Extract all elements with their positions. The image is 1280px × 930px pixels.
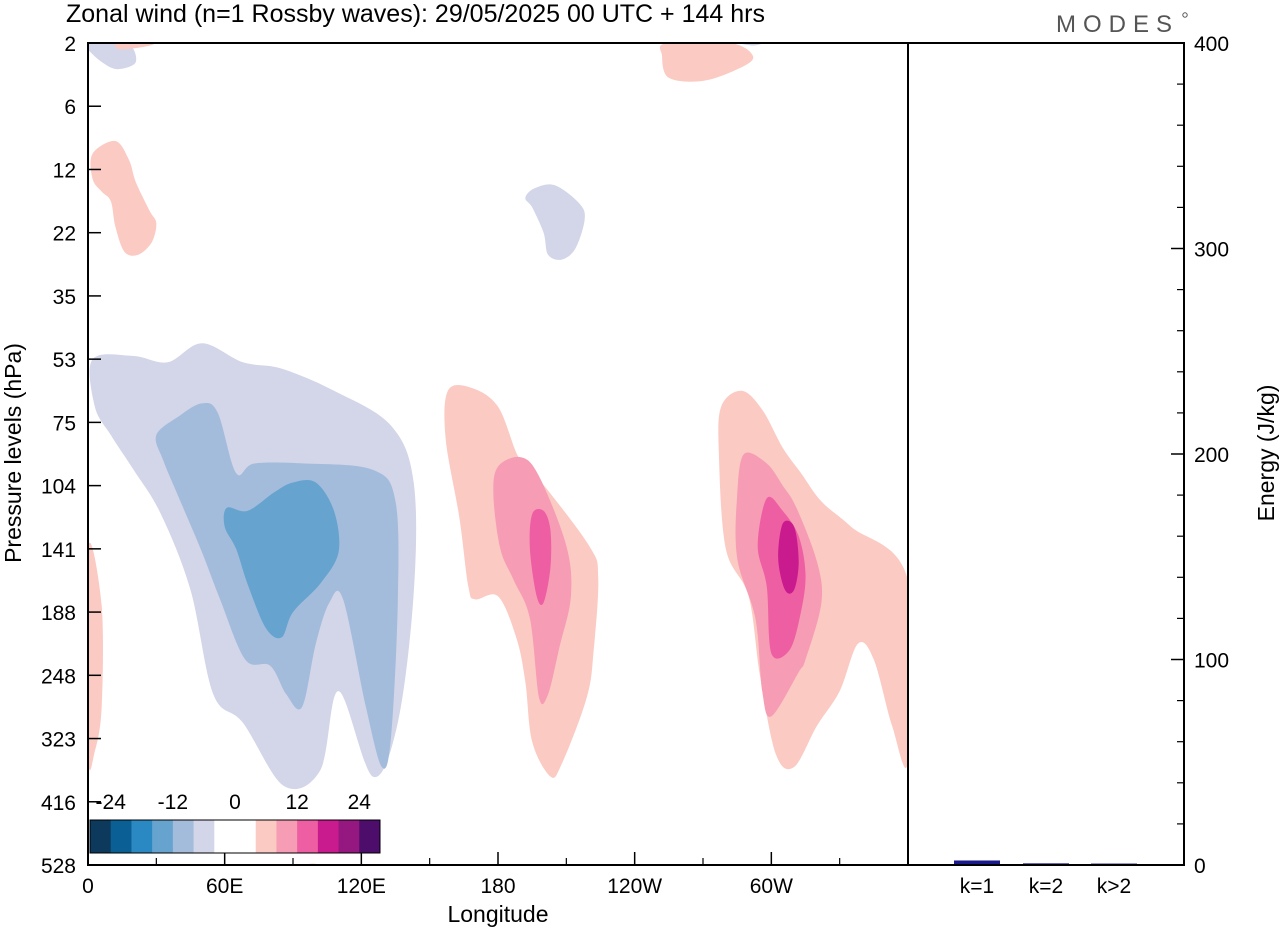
y-tick-label-141: 141 xyxy=(41,539,76,562)
y-tick-label-323: 323 xyxy=(41,729,76,752)
y-tick-label-35: 35 xyxy=(53,286,76,309)
x-tick-label-60E: 60E xyxy=(206,875,243,898)
energy-tick-label-100: 100 xyxy=(1194,650,1229,673)
colorbar-swatch-4 xyxy=(172,820,195,853)
colorbar-swatch-1 xyxy=(110,820,132,853)
colorbar-label-12: 12 xyxy=(285,791,308,814)
colorbar-swatch-3 xyxy=(152,820,174,853)
colorbar-swatch-11 xyxy=(317,820,340,853)
y-tick-label-53: 53 xyxy=(53,349,76,372)
colorbar-label-24: 24 xyxy=(348,791,372,814)
colorbar-frame xyxy=(89,819,381,854)
energy-category-k>2: k>2 xyxy=(1097,875,1131,898)
longitude-axis: 0 60E 120E 180 120W 60W xyxy=(82,852,841,898)
energy-category-k=1: k=1 xyxy=(960,875,994,898)
energy-tick-label-0: 0 xyxy=(1194,855,1206,878)
colorbar-swatch-12 xyxy=(338,820,360,853)
energy-tick-label-200: 200 xyxy=(1194,444,1229,467)
y-tick-label-104: 104 xyxy=(41,476,76,499)
y-tick-label-2: 2 xyxy=(64,33,76,56)
energy-bar-k=1 xyxy=(954,860,1000,865)
colorbar-swatch-6 xyxy=(214,820,236,853)
y-tick-label-75: 75 xyxy=(53,412,76,435)
energy-tick-label-400: 400 xyxy=(1194,33,1229,56)
y-tick-label-528: 528 xyxy=(41,855,76,878)
contour-region-neg-5 xyxy=(525,184,585,260)
y-tick-label-6: 6 xyxy=(64,96,76,119)
y-tick-label-188: 188 xyxy=(41,602,76,625)
colorbar-swatch-7 xyxy=(235,820,257,853)
contour-layer xyxy=(88,43,908,865)
y-tick-label-248: 248 xyxy=(41,665,76,688)
contour-region-neg-8 xyxy=(223,479,340,639)
contour-region-pos-15 xyxy=(778,520,799,594)
contour-region-pos-4 xyxy=(90,140,157,256)
colorbar-swatch-9 xyxy=(276,820,298,853)
contour-region-pos-16 xyxy=(88,542,103,771)
energy-tick-label-300: 300 xyxy=(1194,239,1229,262)
contour-region-pos-2 xyxy=(659,43,754,82)
pressure-axis: 2 6 12 22 35 53 75 104 141 188 248 323 416 528 xyxy=(41,33,101,878)
contour-region-pos-1 xyxy=(114,43,154,50)
colorbar-swatch-13 xyxy=(359,820,381,853)
energy-plot-frame xyxy=(907,42,1185,866)
colorbar-label--12: -12 xyxy=(158,791,188,814)
colorbar: -24 -12 0 12 24 xyxy=(89,791,381,854)
colorbar-swatch-0 xyxy=(90,820,112,853)
x-tick-label-120E: 120E xyxy=(337,875,386,898)
contour-region-pos-10 xyxy=(493,456,572,705)
chart-title: Zonal wind (n=1 Rossby waves): 29/05/202… xyxy=(66,0,765,28)
contour-region-neg-0 xyxy=(88,43,137,70)
x-axis-label: Longitude xyxy=(447,901,548,927)
modes-logo: MODES xyxy=(1056,11,1179,38)
y-tick-label-416: 416 xyxy=(41,792,76,815)
contour-region-pos-11 xyxy=(529,509,552,606)
energy-category-k=2: k=2 xyxy=(1029,875,1063,898)
energy-axis-label: Energy (J/kg) xyxy=(1253,385,1279,522)
colorbar-swatch-8 xyxy=(255,820,277,853)
y-tick-label-22: 22 xyxy=(53,223,76,246)
x-tick-label-180: 180 xyxy=(480,875,515,898)
colorbar-swatch-5 xyxy=(193,820,215,853)
x-tick-label-60W: 60W xyxy=(750,875,793,898)
x-tick-label-120W: 120W xyxy=(607,875,662,898)
colorbar-label--24: -24 xyxy=(96,791,127,814)
y-tick-label-12: 12 xyxy=(53,159,76,182)
colorbar-swatch-2 xyxy=(131,820,153,853)
y-axis-label: Pressure levels (hPa) xyxy=(0,343,26,563)
colorbar-swatch-10 xyxy=(297,820,319,853)
logo-registered-mark xyxy=(1182,12,1188,18)
x-tick-label-0: 0 xyxy=(82,875,94,898)
colorbar-label-0: 0 xyxy=(229,791,241,814)
energy-panel: 0 100 200 300 400 k=1 k=2 k>2 xyxy=(954,33,1229,898)
